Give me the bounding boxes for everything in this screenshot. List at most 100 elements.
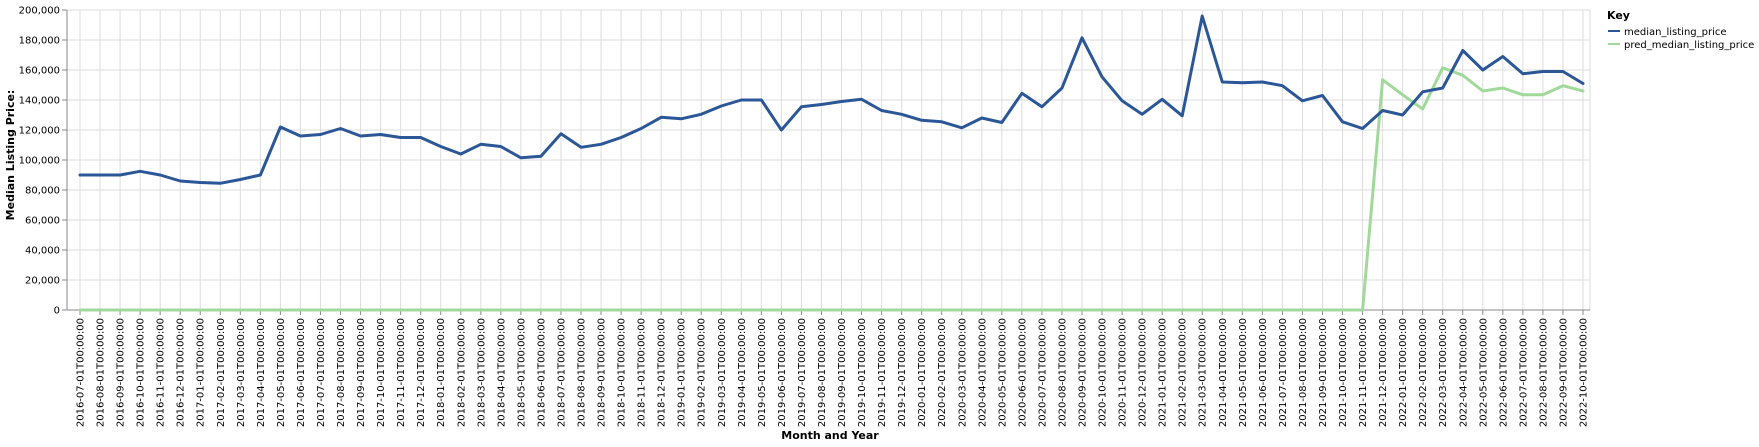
grid-lines xyxy=(67,9,1590,311)
x-tick-label: 2020-03-01T00:00:00 xyxy=(957,318,968,427)
x-tick-label: 2020-02-01T00:00:00 xyxy=(937,318,948,427)
y-tick-label: 0 xyxy=(54,306,60,317)
x-tick-label: 2020-04-01T00:00:00 xyxy=(977,318,988,427)
x-tick-label: 2022-06-01T00:00:00 xyxy=(1498,318,1509,427)
x-tick-label: 2018-11-01T00:00:00 xyxy=(637,318,648,427)
x-tick-label: 2017-12-01T00:00:00 xyxy=(416,318,427,427)
x-tick-label: 2019-07-01T00:00:00 xyxy=(797,318,808,427)
x-tick-label: 2021-02-01T00:00:00 xyxy=(1178,318,1189,427)
y-tick-label: 40,000 xyxy=(25,246,60,257)
x-tick-label: 2016-09-01T00:00:00 xyxy=(116,318,127,427)
x-tick-label: 2022-02-01T00:00:00 xyxy=(1418,318,1429,427)
x-tick-label: 2018-02-01T00:00:00 xyxy=(456,318,467,427)
x-tick-label: 2019-12-01T00:00:00 xyxy=(897,318,908,427)
series-line-pred_median_listing_price xyxy=(78,66,1585,312)
y-tick-label: 180,000 xyxy=(19,36,60,47)
x-tick-label: 2017-07-01T00:00:00 xyxy=(316,318,327,427)
x-tick-label: 2022-09-01T00:00:00 xyxy=(1558,318,1569,427)
x-tick-label: 2018-09-01T00:00:00 xyxy=(597,318,608,427)
x-tick-label: 2017-06-01T00:00:00 xyxy=(296,318,307,427)
x-tick-label: 2021-08-01T00:00:00 xyxy=(1298,318,1309,427)
x-tick-label: 2019-09-01T00:00:00 xyxy=(837,318,848,427)
x-tick-label: 2019-06-01T00:00:00 xyxy=(777,318,788,427)
x-tick-label: 2019-01-01T00:00:00 xyxy=(677,318,688,427)
legend: Key median_listing_price pred_median_lis… xyxy=(1607,9,1754,51)
x-tick-label: 2020-11-01T00:00:00 xyxy=(1118,318,1129,427)
x-tick-label: 2020-09-01T00:00:00 xyxy=(1078,318,1089,427)
legend-label-median: median_listing_price xyxy=(1624,27,1727,38)
x-tick-label: 2016-10-01T00:00:00 xyxy=(136,318,147,427)
y-tick-label: 100,000 xyxy=(19,156,60,167)
y-tick-label: 60,000 xyxy=(25,216,60,227)
x-tick-label: 2017-02-01T00:00:00 xyxy=(216,318,227,427)
y-tick-label: 200,000 xyxy=(19,6,60,17)
x-tick-label: 2019-02-01T00:00:00 xyxy=(697,318,708,427)
x-tick-label: 2018-05-01T00:00:00 xyxy=(516,318,527,427)
x-tick-label: 2016-07-01T00:00:00 xyxy=(76,318,87,427)
x-tick-label: 2020-12-01T00:00:00 xyxy=(1138,318,1149,427)
y-tick-label: 20,000 xyxy=(25,276,60,287)
y-tick-label: 120,000 xyxy=(19,126,60,137)
x-tick-label: 2016-08-01T00:00:00 xyxy=(96,318,107,427)
x-tick-label: 2019-08-01T00:00:00 xyxy=(817,318,828,427)
x-tick-label: 2021-04-01T00:00:00 xyxy=(1218,318,1229,427)
x-tick-label: 2018-04-01T00:00:00 xyxy=(496,318,507,427)
x-tick-labels: 2016-07-01T00:00:00 2016-08-01T00:00:00 20… xyxy=(76,318,1590,427)
series-line-median_listing_price xyxy=(78,14,1585,185)
x-tick-label: 2020-08-01T00:00:00 xyxy=(1057,318,1068,427)
x-tick-label: 2020-06-01T00:00:00 xyxy=(1017,318,1028,427)
y-tick-labels: 0 20,000 40,000 60,000 80,000 100,000 120,000 1… xyxy=(19,6,60,317)
x-tick-label: 2017-09-01T00:00:00 xyxy=(356,318,367,427)
x-tick-label: 2020-01-01T00:00:00 xyxy=(917,318,928,427)
x-tick-label: 2018-01-01T00:00:00 xyxy=(436,318,447,427)
x-tick-label: 2017-11-01T00:00:00 xyxy=(396,318,407,427)
y-tick-label: 80,000 xyxy=(25,186,60,197)
x-tick-label: 2016-12-01T00:00:00 xyxy=(176,318,187,427)
x-tick-label: 2021-01-01T00:00:00 xyxy=(1158,318,1169,427)
x-tick-label: 2022-03-01T00:00:00 xyxy=(1438,318,1449,427)
x-tick-label: 2021-10-01T00:00:00 xyxy=(1338,318,1349,427)
x-tick-label: 2017-08-01T00:00:00 xyxy=(336,318,347,427)
x-tick-label: 2018-08-01T00:00:00 xyxy=(577,318,588,427)
x-tick-label: 2018-03-01T00:00:00 xyxy=(476,318,487,427)
x-tick-label: 2021-09-01T00:00:00 xyxy=(1318,318,1329,427)
x-tick-label: 2017-10-01T00:00:00 xyxy=(376,318,387,427)
legend-title: Key xyxy=(1607,9,1630,22)
x-tick-label: 2019-10-01T00:00:00 xyxy=(857,318,868,427)
x-tick-label: 2016-11-01T00:00:00 xyxy=(156,318,167,427)
x-tick-label: 2020-05-01T00:00:00 xyxy=(997,318,1008,427)
x-tick-label: 2018-06-01T00:00:00 xyxy=(536,318,547,427)
x-tick-label: 2019-05-01T00:00:00 xyxy=(757,318,768,427)
x-tick-label: 2017-01-01T00:00:00 xyxy=(196,318,207,427)
x-tick-label: 2021-05-01T00:00:00 xyxy=(1238,318,1249,427)
x-tick-label: 2021-03-01T00:00:00 xyxy=(1198,318,1209,427)
x-tick-label: 2022-10-01T00:00:00 xyxy=(1579,318,1590,427)
x-tick-label: 2018-07-01T00:00:00 xyxy=(556,318,567,427)
x-tick-label: 2021-12-01T00:00:00 xyxy=(1378,318,1389,427)
x-tick-label: 2020-10-01T00:00:00 xyxy=(1098,318,1109,427)
x-tick-label: 2017-05-01T00:00:00 xyxy=(276,318,287,427)
y-tick-label: 140,000 xyxy=(19,96,60,107)
x-tick-label: 2021-07-01T00:00:00 xyxy=(1278,318,1289,427)
x-tick-label: 2022-07-01T00:00:00 xyxy=(1518,318,1529,427)
x-tick-label: 2022-04-01T00:00:00 xyxy=(1458,318,1469,427)
x-tick-label: 2020-07-01T00:00:00 xyxy=(1037,318,1048,427)
y-tick-label: 160,000 xyxy=(19,66,60,77)
x-tick-label: 2021-11-01T00:00:00 xyxy=(1358,318,1369,427)
axes xyxy=(62,9,1591,315)
x-tick-label: 2019-03-01T00:00:00 xyxy=(717,318,728,427)
x-tick-label: 2022-01-01T00:00:00 xyxy=(1398,318,1409,427)
x-tick-label: 2017-04-01T00:00:00 xyxy=(256,318,267,427)
series-lines xyxy=(78,14,1585,312)
x-axis-title: Month and Year xyxy=(781,429,879,442)
x-tick-label: 2019-11-01T00:00:00 xyxy=(877,318,888,427)
x-tick-label: 2022-05-01T00:00:00 xyxy=(1478,318,1489,427)
x-tick-label: 2022-08-01T00:00:00 xyxy=(1538,318,1549,427)
y-axis-title: Median Listing Price: xyxy=(4,90,17,221)
x-tick-label: 2019-04-01T00:00:00 xyxy=(737,318,748,427)
x-tick-label: 2018-12-01T00:00:00 xyxy=(657,318,668,427)
x-tick-label: 2018-10-01T00:00:00 xyxy=(617,318,628,427)
x-tick-label: 2021-06-01T00:00:00 xyxy=(1258,318,1269,427)
legend-label-pred: pred_median_listing_price xyxy=(1624,40,1754,51)
